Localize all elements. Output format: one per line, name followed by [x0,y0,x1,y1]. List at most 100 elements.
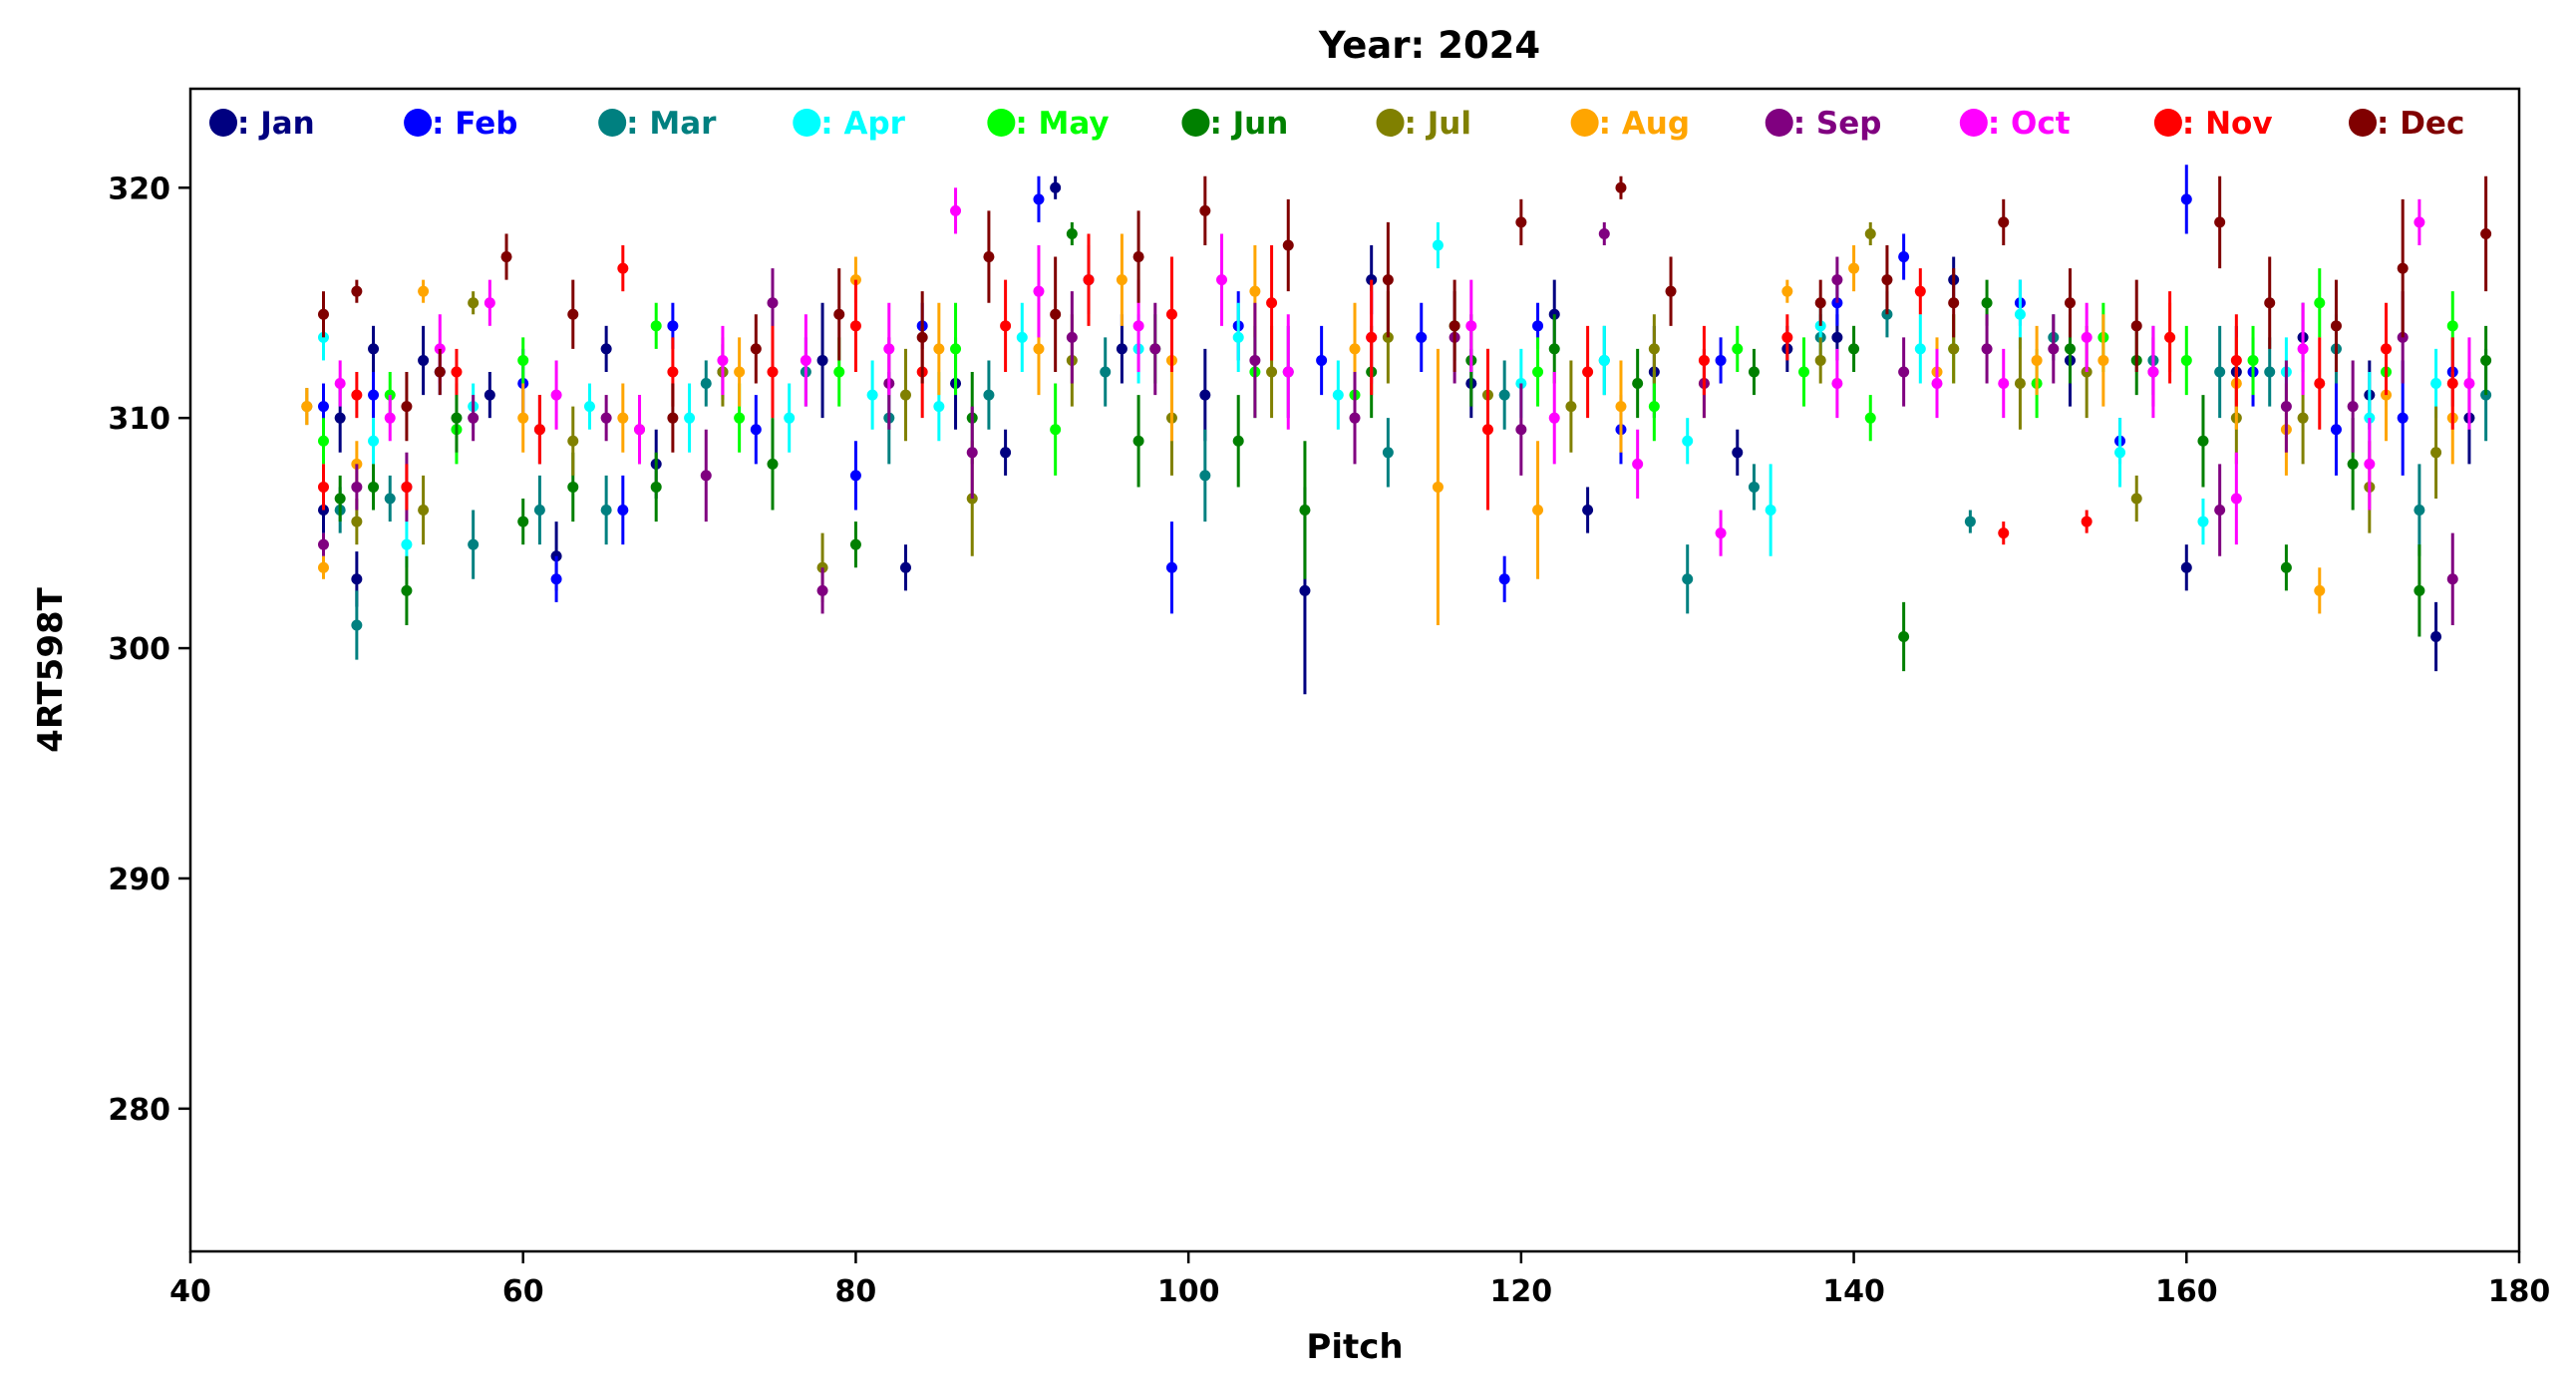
legend-label: : May [1015,106,1109,142]
data-point [1416,331,1428,343]
data-point [2214,366,2226,378]
data-point [717,354,729,366]
data-point [1050,308,1062,320]
data-point [2147,366,2159,378]
data-point [767,297,779,309]
data-point [401,584,413,596]
data-point [1100,366,1112,378]
data-point [2314,297,2326,309]
data-point [1299,584,1311,596]
data-point [767,366,779,378]
data-point [1282,366,1294,378]
data-point [600,412,612,424]
legend-marker [1570,109,1599,137]
data-point [634,424,646,436]
data-point [849,538,861,550]
data-point [1998,527,2010,539]
data-point [2280,401,2292,413]
data-point [1615,181,1627,193]
data-point [2014,308,2026,320]
data-point [1232,435,1244,447]
chart-title: Year: 2024 [1318,24,1540,67]
data-point [1898,631,1910,643]
data-point [1033,343,1045,355]
data-point [1914,285,1926,297]
data-point [600,343,612,355]
data-point [567,308,579,320]
data-point [849,470,861,482]
data-point [2197,435,2209,447]
legend: : Jan: Feb: Mar: Apr: May: Jun: Jul: Aug… [209,106,2464,142]
legend-label: : Aug [1599,106,1690,142]
data-point [700,378,712,390]
data-marks [301,165,2492,695]
data-point [1016,331,1028,343]
data-point [1165,561,1177,573]
data-point [2130,493,2142,505]
data-point [866,389,878,401]
legend-label: : Mar [626,106,717,142]
data-point [401,538,413,550]
data-point [700,470,712,482]
data-point [2397,412,2409,424]
data-point [1033,193,1045,205]
data-point [384,412,396,424]
data-point [1814,297,1826,309]
data-point [500,251,512,263]
data-point [1532,505,1544,517]
data-point [1715,354,1727,366]
x-tick-label: 160 [2155,1274,2218,1309]
data-point [1199,389,1211,401]
legend-marker [1765,109,1793,137]
data-point [1132,251,1144,263]
x-tick-label: 120 [1490,1274,1553,1309]
data-point [517,354,529,366]
data-point [1066,227,1078,239]
data-point [368,481,380,493]
legend-item: : Mar [598,106,717,142]
data-point [317,435,329,447]
data-point [1582,366,1594,378]
data-point [650,320,662,332]
x-tick-label: 140 [1822,1274,1885,1309]
data-point [1715,527,1727,539]
data-point [418,505,430,517]
legend-item: : Aug [1570,106,1690,142]
data-point [368,343,380,355]
data-point [734,366,746,378]
data-point [2214,216,2226,228]
data-point [1349,412,1361,424]
data-point [1998,216,2010,228]
data-point [1000,320,1012,332]
data-point [418,285,430,297]
data-point [2430,378,2442,390]
data-point [483,297,495,309]
data-point [2297,343,2309,355]
data-point [2480,354,2492,366]
data-point [1864,412,1876,424]
legend-item: : Dec [2349,106,2464,142]
data-point [1532,320,1544,332]
data-point [1249,354,1261,366]
data-point [550,389,562,401]
data-point [1914,343,1926,355]
legend-label: : Oct [1988,106,2071,142]
data-point [784,412,796,424]
x-tick-label: 80 [835,1274,877,1309]
legend-label: : Apr [820,106,905,142]
legend-marker [598,109,627,137]
data-point [2314,378,2326,390]
data-point [617,505,629,517]
data-point [1382,274,1394,286]
y-tick-label: 290 [108,863,170,897]
data-point [1582,505,1594,517]
data-point [1033,285,1045,297]
data-point [2414,216,2425,228]
data-point [451,366,463,378]
data-point [1548,412,1560,424]
legend-item: : Jun [1181,106,1288,142]
data-point [1615,401,1627,413]
data-point [833,366,845,378]
data-point [2164,331,2176,343]
data-point [317,401,329,413]
